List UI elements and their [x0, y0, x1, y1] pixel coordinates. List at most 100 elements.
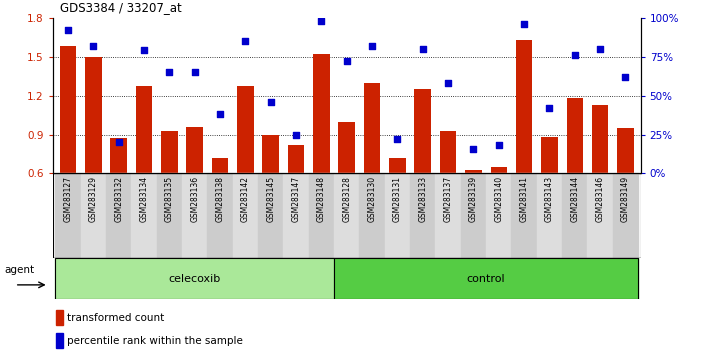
Point	[316, 18, 327, 24]
Point	[493, 143, 504, 148]
Point	[366, 43, 377, 48]
Text: GDS3384 / 33207_at: GDS3384 / 33207_at	[60, 1, 182, 14]
Bar	[491, 167, 507, 251]
Point	[518, 21, 529, 27]
Bar	[187, 127, 203, 251]
Text: GSM283129: GSM283129	[89, 176, 98, 222]
Bar	[233, 173, 258, 258]
Bar	[384, 173, 410, 258]
Point	[594, 46, 605, 52]
Text: GSM283138: GSM283138	[215, 176, 225, 222]
Bar	[359, 173, 384, 258]
Point	[291, 132, 302, 137]
Text: GSM283141: GSM283141	[520, 176, 529, 222]
Text: GSM283134: GSM283134	[139, 176, 149, 222]
Text: GSM283144: GSM283144	[570, 176, 579, 222]
Text: GSM283136: GSM283136	[190, 176, 199, 222]
Bar	[389, 158, 406, 251]
Bar	[435, 173, 460, 258]
Bar	[536, 173, 562, 258]
Point	[240, 38, 251, 44]
Text: GSM283149: GSM283149	[621, 176, 630, 222]
Bar	[617, 128, 634, 251]
Point	[189, 69, 201, 75]
Bar	[136, 86, 152, 251]
Text: GSM283130: GSM283130	[367, 176, 377, 222]
Text: GSM283140: GSM283140	[494, 176, 503, 222]
Bar	[410, 173, 435, 258]
Point	[164, 69, 175, 75]
Bar	[612, 173, 638, 258]
Bar	[56, 258, 334, 299]
Text: GSM283135: GSM283135	[165, 176, 174, 222]
Point	[620, 74, 631, 80]
Bar	[587, 173, 612, 258]
Bar	[339, 121, 355, 251]
Bar	[541, 137, 558, 251]
Bar	[288, 145, 304, 251]
Text: agent: agent	[4, 265, 34, 275]
Text: GSM283137: GSM283137	[444, 176, 453, 222]
Bar	[56, 173, 81, 258]
Bar	[334, 173, 359, 258]
Text: GSM283143: GSM283143	[545, 176, 554, 222]
Bar	[60, 46, 76, 251]
Bar	[258, 173, 284, 258]
Point	[265, 99, 277, 105]
Text: GSM283131: GSM283131	[393, 176, 402, 222]
Text: percentile rank within the sample: percentile rank within the sample	[67, 336, 243, 346]
Point	[391, 136, 403, 142]
Bar	[440, 131, 456, 251]
Text: GSM283142: GSM283142	[241, 176, 250, 222]
Bar	[486, 173, 511, 258]
Text: control: control	[467, 274, 505, 284]
Point	[341, 58, 352, 64]
Point	[215, 112, 226, 117]
Text: GSM283128: GSM283128	[342, 176, 351, 222]
Bar	[511, 173, 536, 258]
Text: GSM283132: GSM283132	[114, 176, 123, 222]
Bar	[415, 89, 431, 251]
Bar	[182, 173, 208, 258]
Point	[139, 47, 150, 53]
Bar	[111, 138, 127, 251]
Point	[442, 80, 453, 86]
Point	[113, 139, 125, 145]
Bar	[364, 82, 380, 251]
Bar	[212, 158, 228, 251]
Text: GSM283127: GSM283127	[63, 176, 73, 222]
Bar	[465, 170, 482, 251]
Point	[88, 43, 99, 48]
Bar	[208, 173, 233, 258]
Text: GSM283145: GSM283145	[266, 176, 275, 222]
Text: GSM283147: GSM283147	[291, 176, 301, 222]
Bar	[237, 86, 253, 251]
Bar	[567, 98, 583, 251]
Bar	[334, 258, 638, 299]
Text: transformed count: transformed count	[67, 313, 164, 323]
Bar	[562, 173, 587, 258]
Point	[467, 146, 479, 152]
Bar	[106, 173, 132, 258]
Bar	[592, 105, 608, 251]
Point	[417, 46, 428, 52]
Bar	[516, 40, 532, 251]
Bar	[85, 57, 101, 251]
Text: celecoxib: celecoxib	[168, 274, 221, 284]
Point	[569, 52, 580, 58]
Text: GSM283148: GSM283148	[317, 176, 326, 222]
Bar	[284, 173, 309, 258]
Bar	[460, 173, 486, 258]
Text: GSM283139: GSM283139	[469, 176, 478, 222]
Bar	[132, 173, 157, 258]
Bar	[157, 173, 182, 258]
Point	[63, 27, 74, 33]
Bar	[161, 131, 177, 251]
Bar	[263, 135, 279, 251]
Bar	[56, 310, 63, 325]
Bar	[81, 173, 106, 258]
Bar	[56, 333, 63, 348]
Text: GSM283146: GSM283146	[596, 176, 605, 222]
Point	[543, 105, 555, 111]
Text: GSM283133: GSM283133	[418, 176, 427, 222]
